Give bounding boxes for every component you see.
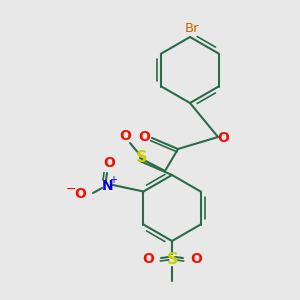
Text: −: −: [66, 182, 76, 196]
Text: O: O: [103, 156, 115, 170]
Text: S: S: [136, 151, 148, 166]
Text: S: S: [167, 253, 179, 268]
Text: O: O: [142, 252, 154, 266]
Text: +: +: [109, 175, 117, 185]
Text: Br: Br: [185, 22, 199, 34]
Text: O: O: [119, 129, 131, 143]
Text: O: O: [138, 130, 150, 144]
Text: O: O: [74, 187, 86, 201]
Text: O: O: [190, 252, 202, 266]
Text: O: O: [217, 131, 229, 145]
Text: N: N: [102, 179, 114, 193]
